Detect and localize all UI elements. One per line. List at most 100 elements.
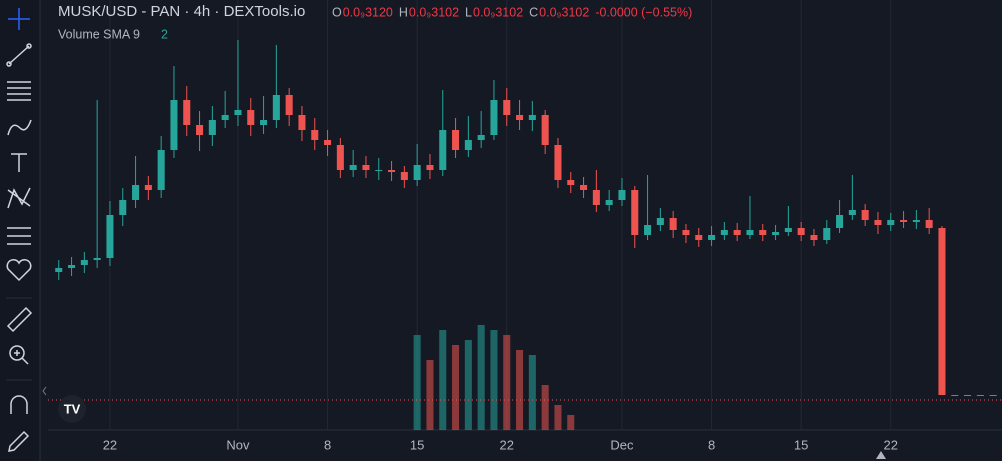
candle-body [733,230,741,235]
plot-area [48,0,1002,431]
candle-body [836,215,844,228]
pattern-tool[interactable] [7,187,31,209]
volume-bar [490,330,498,430]
ohlc-value: 0.0₉3120 [343,5,393,19]
candle-body [362,165,370,170]
trendline-tool[interactable] [6,43,32,67]
volume-bar [413,335,421,430]
candle-body [208,120,216,135]
candle-body [260,120,268,125]
candle-body [106,215,114,258]
candle-body [247,110,255,125]
x-tick-label: 8 [708,437,715,452]
candle-body [388,170,396,172]
candle-body [272,95,280,120]
candle-body [55,268,63,272]
tv-logo-text: TV [64,401,81,416]
favorites-tool[interactable] [6,259,32,282]
ohlc-key: O [332,5,342,19]
ohlc-value: 0.0₉3102 [409,5,459,19]
ohlc-key: H [399,5,408,19]
zoom-tool[interactable] [9,345,29,365]
candle-body [656,218,664,225]
volume-bar [439,330,447,430]
volume-bar [503,335,511,430]
candle-body [580,185,588,190]
candle-body [452,130,460,150]
candle-body [861,210,869,220]
candle-body [285,95,293,115]
candle-body [720,230,728,235]
candle-body [144,185,152,190]
candle-body [93,258,101,260]
x-tick-label: 8 [324,437,331,452]
candle-body [938,228,946,395]
prediction-tool[interactable] [7,227,31,245]
ohlc-key: L [465,5,472,19]
candle-body [567,180,575,185]
candle-body [951,395,959,396]
x-tick-label: Dec [610,437,634,452]
candle-body [349,165,357,170]
candle-body [810,235,818,240]
candle-body [298,115,306,130]
candle-body [336,145,344,170]
candle-body [132,185,140,200]
candle-body [925,220,933,228]
candle-body [413,165,421,180]
candle-body [669,218,677,230]
volume-legend-name: Volume SMA 9 [58,27,140,41]
x-tick-label: 15 [794,437,808,452]
magnet-tool[interactable] [10,395,28,414]
ohlc-legend: O 0.0₉3120 H 0.0₉3102 L 0.0₉3102 C 0.0₉3102 -0.0… [332,5,692,19]
candle-body [746,230,754,235]
candle-body [887,220,895,225]
volume-legend-value: 2 [161,27,168,41]
candle-body [234,110,242,115]
tv-logo[interactable]: TV [58,395,86,423]
candle-body [554,145,562,180]
candle-body [400,172,408,180]
lock-tool[interactable] [8,430,30,452]
ohlc-value: -0.0000 (−0.55%) [595,5,692,19]
candle-body [797,228,805,235]
candle-body [848,210,856,215]
ohlc-value: 0.0₉3102 [473,5,523,19]
ohlc-key: C [529,5,538,19]
candle-body [119,200,127,215]
candle-body [375,170,383,171]
time-cursor [876,451,886,459]
candle-body [592,190,600,205]
candle-body [964,395,972,396]
candle-body [311,130,319,140]
candle-body [477,135,485,140]
toolbar-bg [0,0,40,461]
candle-body [439,130,447,170]
candle-body [528,115,536,120]
fib-tool[interactable] [7,81,31,101]
candle-body [618,190,626,200]
volume-bar [464,340,472,430]
candle-body [157,150,165,190]
brush-tool[interactable] [7,119,32,136]
candle-body [183,100,191,125]
volume-bar [528,355,536,430]
candle-body [490,100,498,135]
candle-body [426,165,434,170]
candle-body [759,230,767,235]
candle-body [196,125,204,135]
candle-body [503,100,511,115]
candle-body [874,220,882,225]
collapse-arrow[interactable] [42,386,47,396]
crosshair-tool[interactable] [8,8,30,30]
ruler-tool[interactable] [6,306,33,333]
candle-body [644,225,652,235]
candle-body [631,190,639,235]
volume-bar [516,350,524,430]
candle-body [221,115,229,120]
candle-body [989,395,997,396]
text-tool[interactable] [11,153,27,172]
volume-bar [452,345,460,430]
